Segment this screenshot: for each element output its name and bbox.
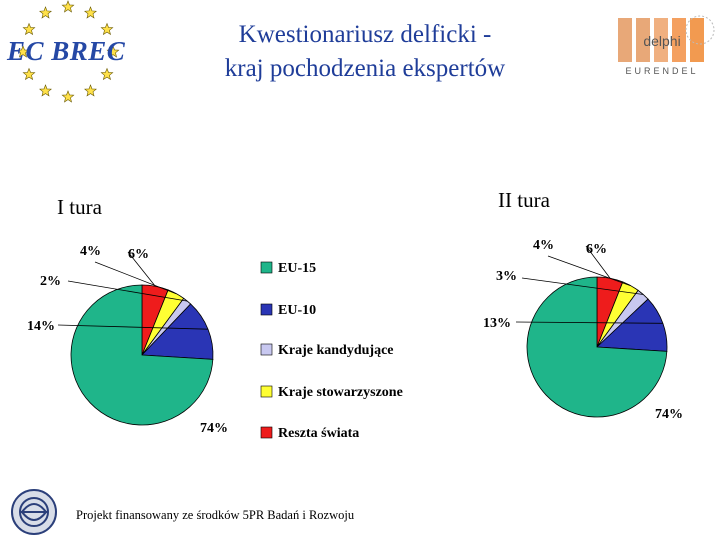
star-icon	[16, 45, 30, 58]
star-icon	[84, 84, 97, 97]
pie-label: 6%	[128, 247, 149, 262]
legend-label: EU-10	[278, 303, 316, 318]
leader-line	[127, 251, 156, 287]
title-line-1: Kwestionariusz delficki -	[238, 21, 492, 48]
pie-label: 3%	[496, 269, 517, 284]
pie-label: 14%	[27, 319, 55, 334]
legend-swatch	[260, 303, 273, 316]
legend-swatch	[260, 343, 273, 356]
pie-label: 74%	[655, 407, 683, 422]
star-icon	[61, 90, 75, 103]
leader-line	[94, 261, 177, 295]
leader-line	[515, 321, 663, 324]
pie-slice-eu-15	[70, 284, 214, 426]
leader-line	[67, 280, 188, 302]
legend-label: Kraje kandydujące	[278, 343, 394, 358]
page-title: Kwestionariusz delficki - kraj pochodzen…	[180, 18, 550, 86]
pie-chart-round-2: 74% 13% 3% 4% 6%	[483, 238, 683, 422]
delphi-logo-word: delphi	[643, 33, 680, 49]
legend-label: Kraje stowarzyszone	[278, 385, 403, 400]
star-icon	[100, 22, 114, 36]
footer-text: Projekt finansowany ze środków 5PR Badań…	[76, 508, 355, 522]
star-icon	[39, 6, 52, 19]
ec-brec-logo	[16, 0, 120, 103]
pie-label: 4%	[533, 238, 554, 253]
leader-line	[521, 277, 644, 295]
delphi-eurendel-logo: delphi EURENDEL	[618, 15, 715, 76]
eurendel-logo-word: EURENDEL	[625, 66, 698, 76]
pie-label: 6%	[586, 242, 607, 257]
legend-label: Reszta świata	[278, 426, 359, 441]
legend-swatch	[260, 385, 273, 398]
leader-line	[547, 255, 631, 287]
pie-label: 13%	[483, 316, 511, 331]
legend-swatch	[260, 261, 273, 274]
legend-swatch	[260, 426, 273, 439]
legend-label: EU-15	[278, 261, 316, 276]
pie-label: 2%	[40, 274, 61, 289]
star-icon	[84, 6, 97, 19]
pie-chart-round-1: 74% 14% 2% 4% 6%	[27, 244, 228, 436]
pie-slice-eu-15	[526, 276, 668, 418]
leader-line	[585, 245, 611, 279]
leader-line	[57, 324, 209, 330]
pie-label: 74%	[200, 421, 228, 436]
star-icon	[39, 84, 52, 97]
star-icon	[61, 0, 75, 13]
eu-program-logo	[11, 489, 57, 535]
round-1-title: I tura	[57, 195, 102, 219]
title-line-2: kraj pochodzenia ekspertów	[224, 55, 506, 82]
star-icon	[22, 67, 36, 81]
star-icon	[22, 22, 36, 36]
chart-legend: EU-15 EU-10 Kraje kandydujące Kraje stowarz…	[260, 261, 403, 441]
star-icon	[100, 67, 114, 81]
star-icon	[106, 45, 120, 58]
pie-label: 4%	[80, 244, 101, 259]
round-2-title: II tura	[498, 188, 550, 212]
ec-brec-logo-text: EC BREC	[7, 36, 126, 66]
